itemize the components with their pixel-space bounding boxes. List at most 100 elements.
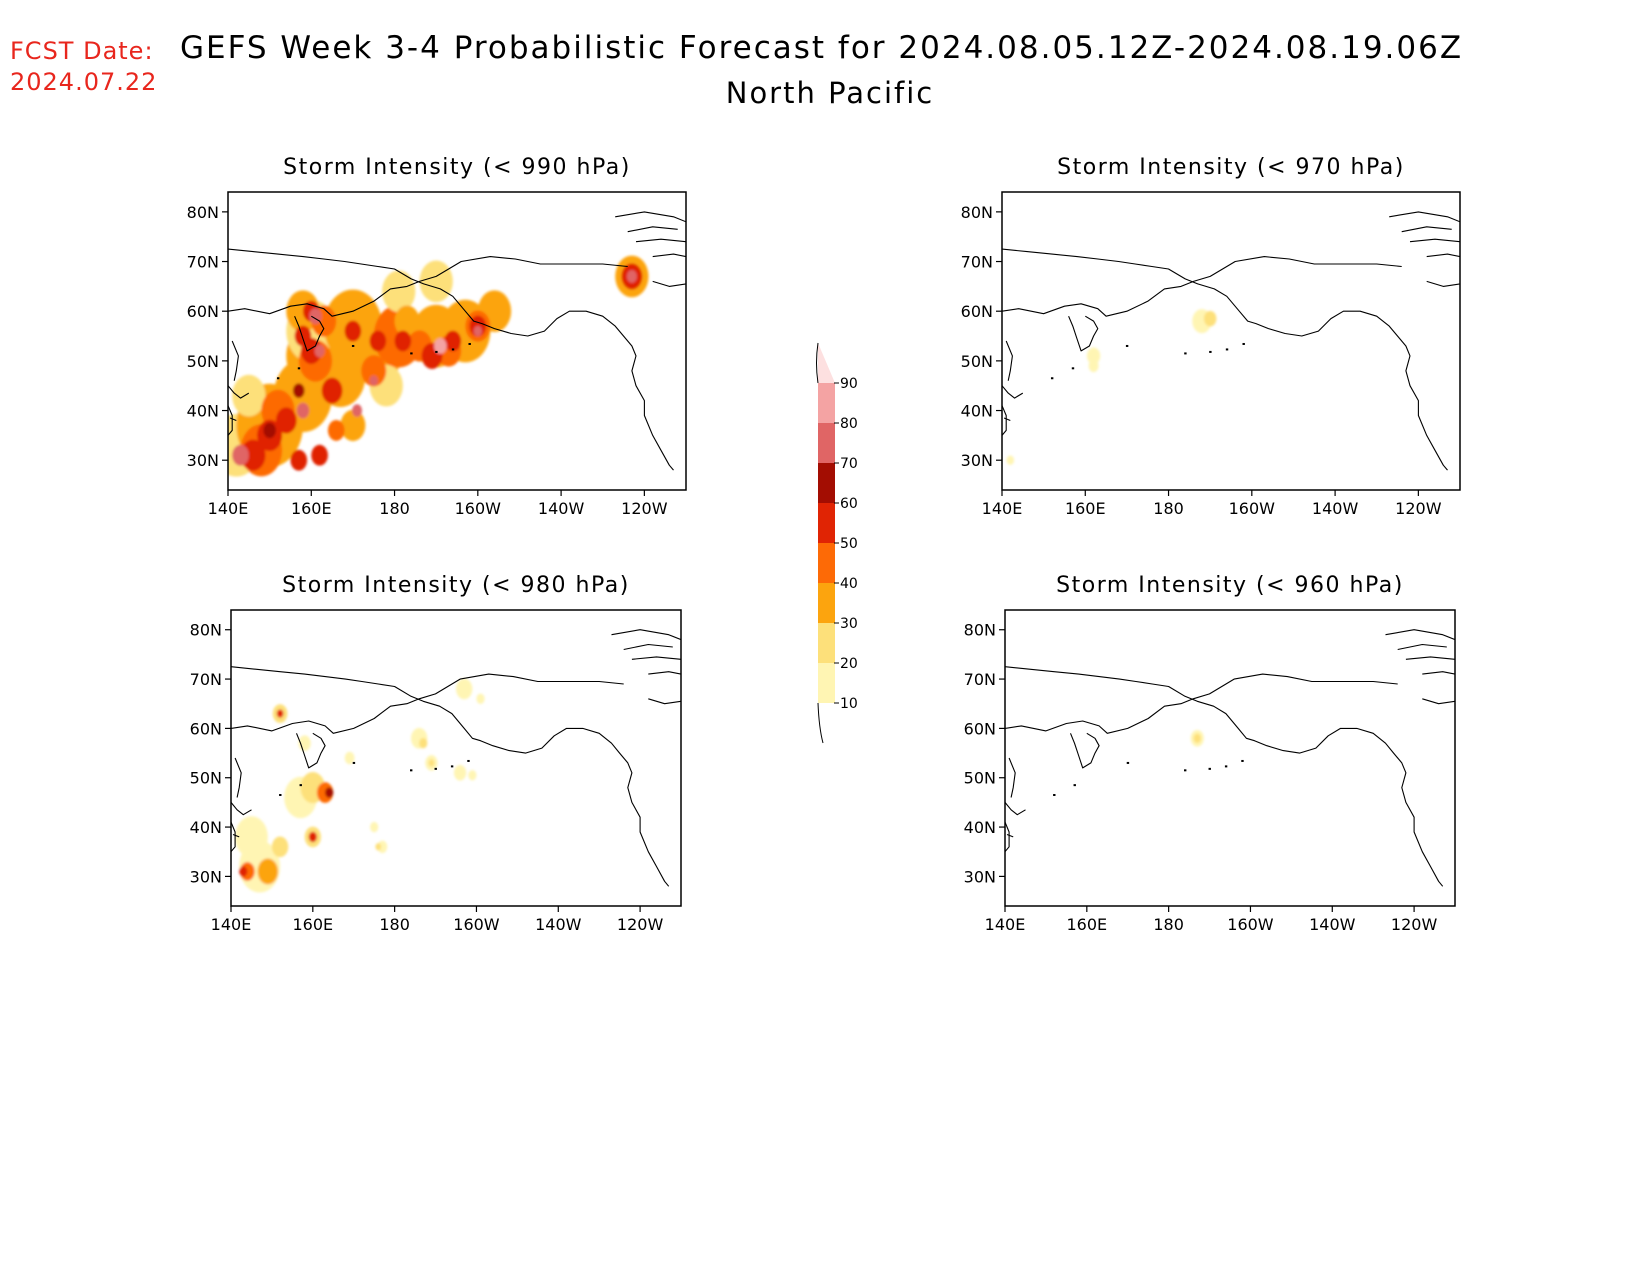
colorbar-segment <box>818 383 835 423</box>
lat-tick-label: 40N <box>190 818 222 837</box>
probability-blob <box>308 831 317 843</box>
island <box>1208 767 1211 770</box>
probability-blob <box>377 840 388 854</box>
lon-tick-label: 140W <box>538 499 585 518</box>
lon-tick-label: 180 <box>1153 499 1184 518</box>
probability-blob <box>294 325 312 347</box>
lon-tick-label: 120W <box>1391 915 1438 934</box>
probability-blob <box>361 355 387 387</box>
coastline <box>231 802 252 816</box>
probability-blob <box>1203 310 1217 327</box>
probability-blob <box>325 787 334 798</box>
coastline <box>1068 315 1099 352</box>
lat-tick-label: 80N <box>964 621 996 640</box>
figure-title: GEFS Week 3-4 Probabilistic Forecast for… <box>180 30 1464 66</box>
probability-blob <box>311 444 328 466</box>
colorbar-segment <box>818 423 835 463</box>
map-frame <box>230 609 682 907</box>
lat-tick-label: 60N <box>190 719 222 738</box>
lon-tick-label: 180 <box>379 499 410 518</box>
lon-tick-label: 140W <box>1312 499 1359 518</box>
lat-tick-label: 50N <box>961 352 993 371</box>
probability-blob <box>352 404 363 417</box>
probability-blob <box>240 439 266 471</box>
map-background <box>1005 610 1455 906</box>
lat-tick-label: 60N <box>961 302 993 321</box>
probability-blob <box>232 374 266 417</box>
island <box>1241 759 1244 762</box>
map-frame <box>1004 609 1456 907</box>
probability-blob <box>434 338 447 354</box>
map-panel-p990: Storm Intensity (< 990 hPa) 80N 70N 60N 50N 4… <box>187 155 687 518</box>
probability-blob <box>296 402 310 419</box>
colorbar-segment <box>818 663 835 703</box>
colorbar: 10 20 30 40 50 60 70 80 90 <box>816 342 858 744</box>
coastline <box>1002 248 1448 471</box>
colorbar-segment <box>818 503 835 543</box>
probability-blob <box>1006 455 1015 465</box>
coastline <box>231 821 236 853</box>
lat-tick-label: 80N <box>187 203 219 222</box>
coastlines <box>231 629 681 887</box>
lat-tick-label: 60N <box>964 719 996 738</box>
island <box>1225 348 1229 351</box>
coastline <box>627 226 678 233</box>
lon-tick-label: 140E <box>211 915 252 934</box>
coastline <box>228 385 250 399</box>
lat-tick-label: 30N <box>961 451 993 470</box>
coastline <box>1002 405 1007 436</box>
probability-blob <box>453 765 467 781</box>
panel-title: Storm Intensity (< 970 hPa) <box>1057 155 1405 180</box>
panel-title: Storm Intensity (< 960 hPa) <box>1056 573 1404 598</box>
island <box>1209 350 1212 353</box>
probability-blob <box>314 344 325 358</box>
coastline <box>228 256 628 317</box>
map-content <box>228 192 686 490</box>
probability-shading <box>1190 729 1204 747</box>
coastline <box>228 248 674 471</box>
island <box>276 377 280 380</box>
lon-tick-label: 160E <box>1065 499 1106 518</box>
colorbar-label: 20 <box>840 656 858 672</box>
island <box>351 344 355 347</box>
colorbar-segment <box>818 623 835 663</box>
fcst-date-label: FCST Date: <box>10 37 154 65</box>
lon-tick-label: 160E <box>292 915 333 934</box>
probability-blob <box>257 858 279 885</box>
coastline <box>652 280 686 287</box>
island <box>1126 761 1130 764</box>
lon-tick-label: 140W <box>535 915 582 934</box>
probability-blob <box>419 260 453 303</box>
coastline <box>1006 833 1014 838</box>
probability-shading <box>235 678 485 893</box>
lat-tick-label: 50N <box>964 769 996 788</box>
island <box>1073 784 1076 787</box>
island <box>1071 367 1075 370</box>
lon-tick-label: 160W <box>1229 499 1276 518</box>
probability-blob <box>290 449 308 471</box>
colorbar-label: 90 <box>840 376 858 392</box>
coastline <box>1409 238 1460 243</box>
colorbar-bottom-edge <box>817 702 824 744</box>
probability-blob <box>275 407 297 434</box>
island <box>297 367 301 370</box>
coastlines <box>1005 629 1455 887</box>
probability-blob <box>428 759 435 767</box>
probability-blob <box>473 325 482 337</box>
coastlines <box>1002 211 1460 471</box>
probability-blob <box>394 330 412 352</box>
probability-blob <box>456 678 473 700</box>
probability-blob <box>369 330 387 352</box>
probability-blob <box>444 330 462 352</box>
lat-tick-label: 30N <box>190 867 222 886</box>
panels-group: Storm Intensity (< 990 hPa) 80N 70N 60N 50N 4… <box>187 155 1461 934</box>
colorbar-segment <box>818 543 835 583</box>
probability-blob <box>239 866 248 877</box>
lon-tick-label: 160E <box>1066 915 1107 934</box>
coastline <box>1426 253 1460 258</box>
panel-title: Storm Intensity (< 990 hPa) <box>283 155 631 180</box>
probability-blob <box>271 836 289 858</box>
island <box>279 794 282 796</box>
lat-tick-label: 80N <box>190 621 222 640</box>
